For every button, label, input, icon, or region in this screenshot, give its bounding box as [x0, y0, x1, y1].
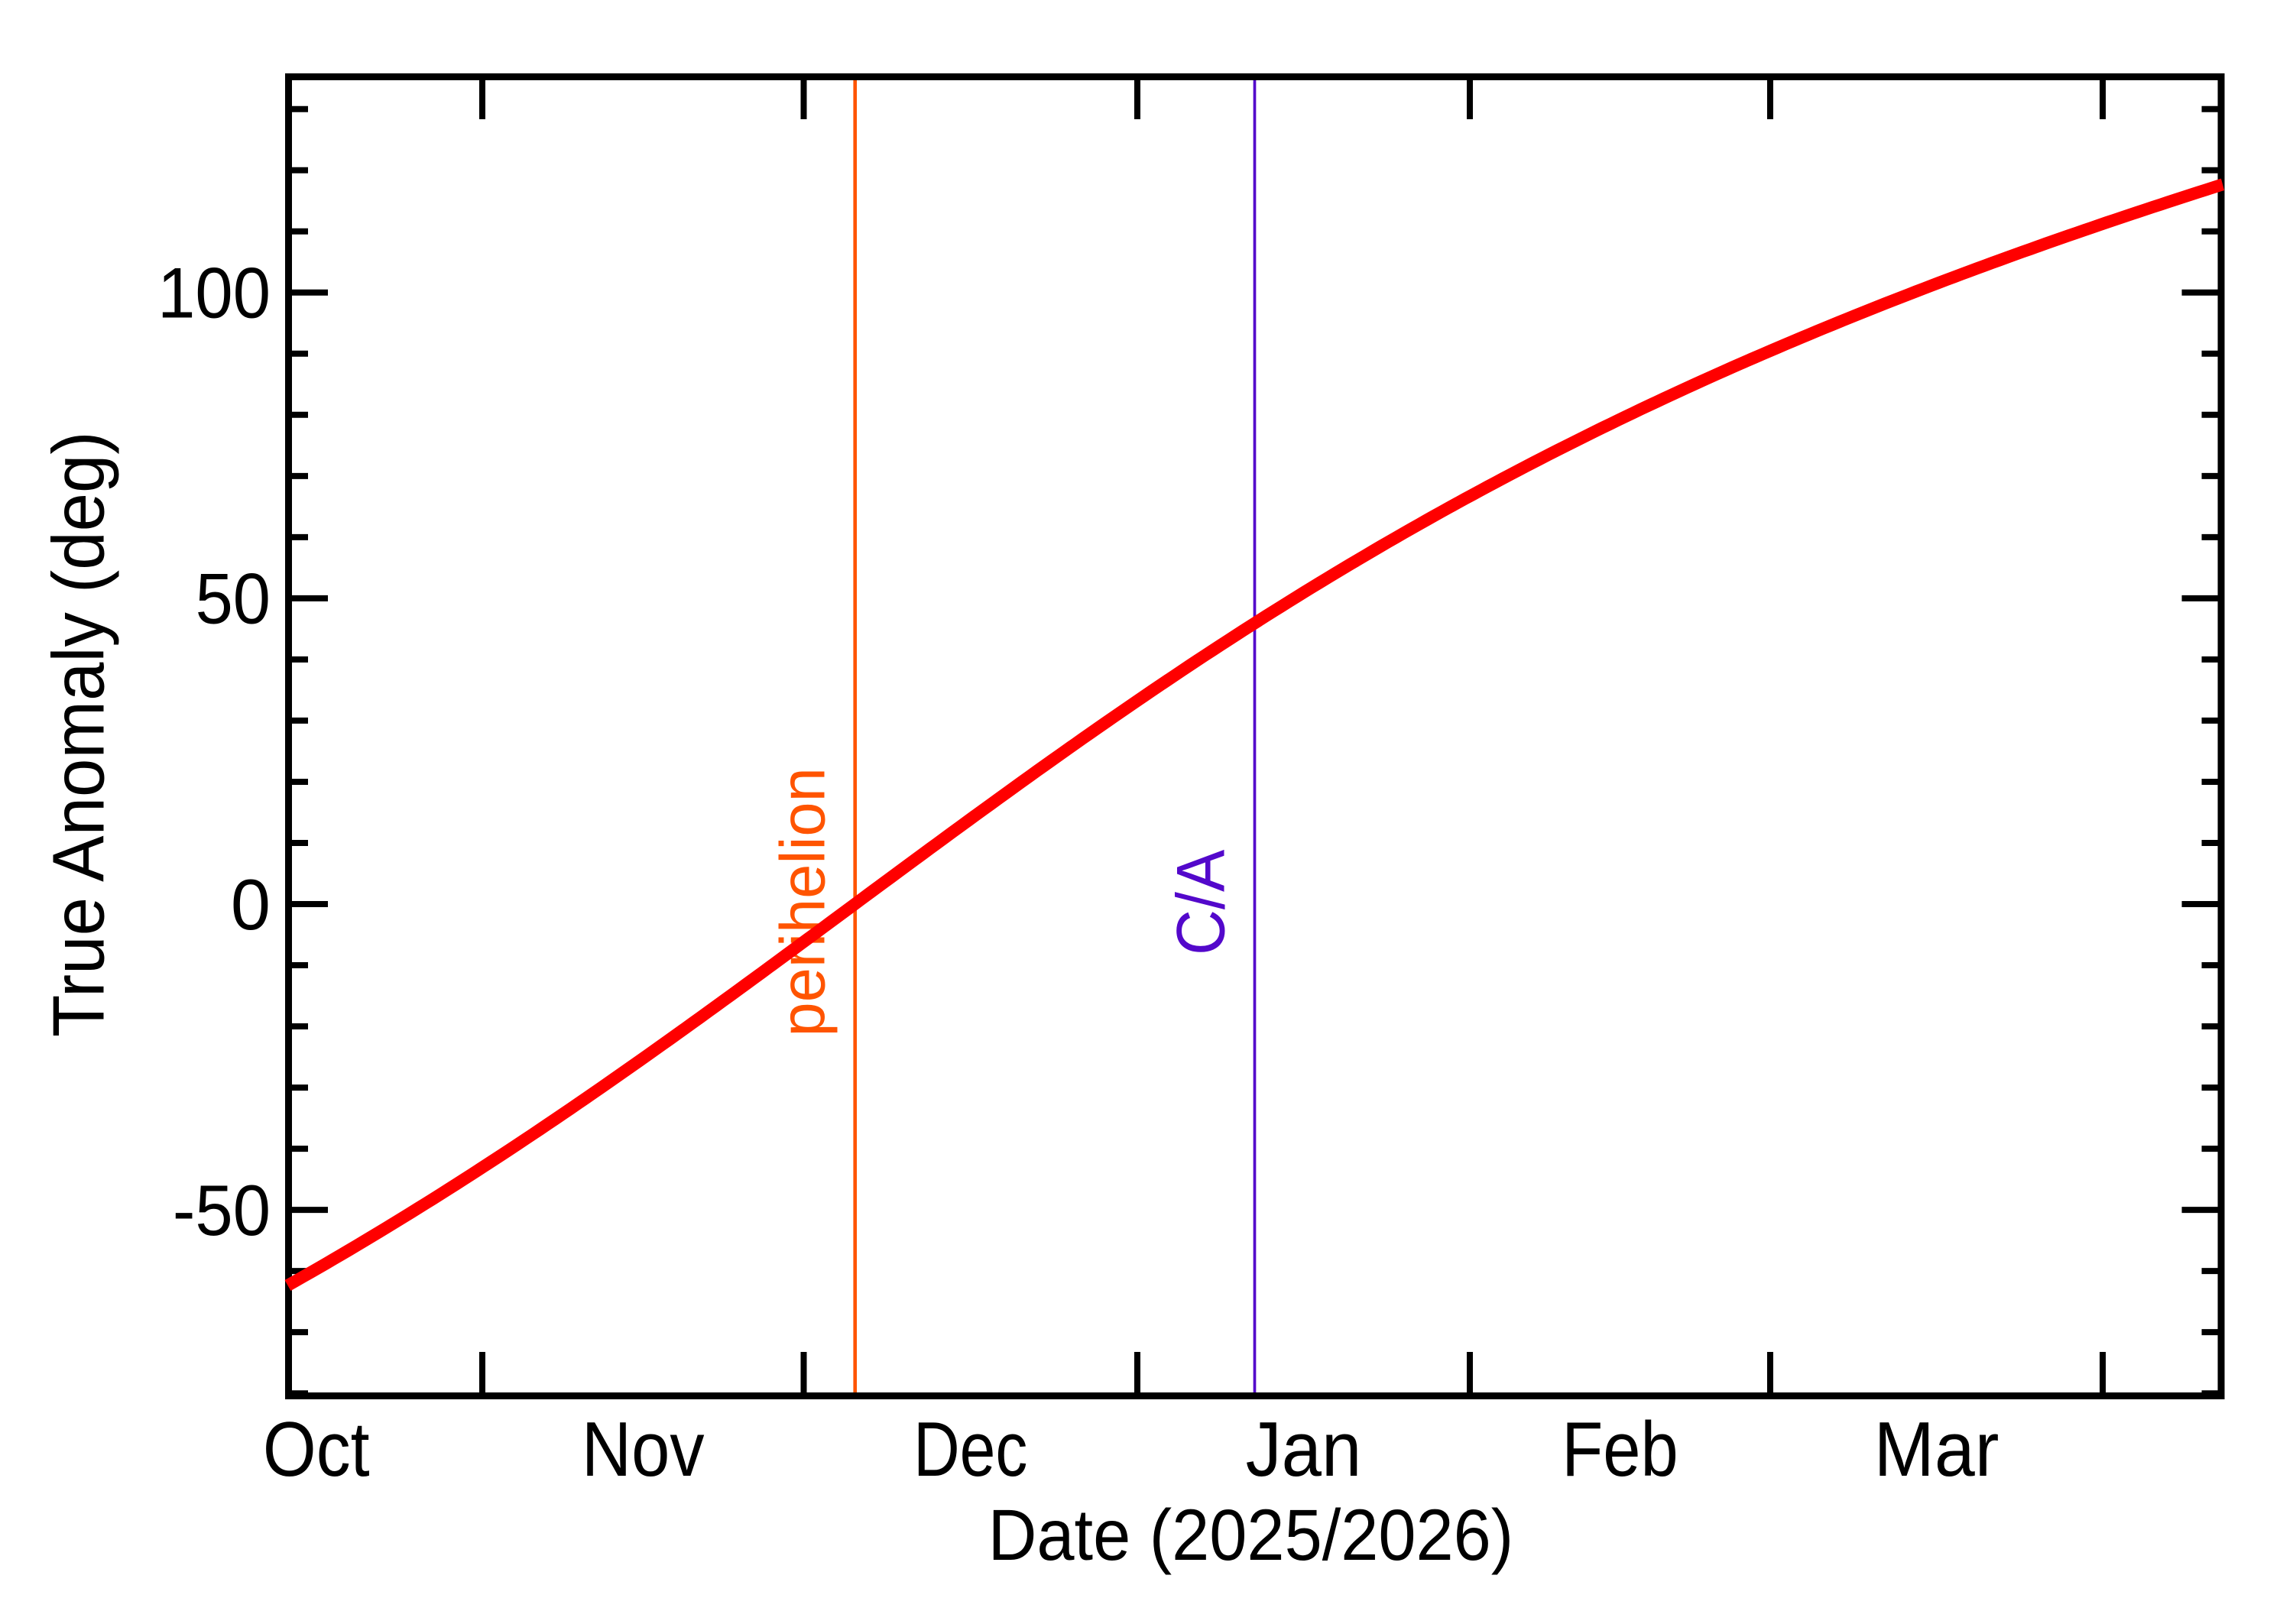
- svg-text:0: 0: [231, 864, 271, 945]
- svg-text:Mar: Mar: [1874, 1407, 1999, 1493]
- svg-text:Feb: Feb: [1562, 1407, 1678, 1493]
- svg-text:True Anomaly (deg): True Anomaly (deg): [38, 431, 120, 1037]
- svg-text:100: 100: [157, 253, 271, 333]
- svg-text:Date (2025/2026): Date (2025/2026): [988, 1495, 1514, 1576]
- svg-text:50: 50: [196, 559, 271, 639]
- svg-text:Jan: Jan: [1246, 1407, 1362, 1493]
- svg-text:perihelion: perihelion: [767, 767, 838, 1036]
- svg-text:Dec: Dec: [913, 1407, 1028, 1493]
- svg-text:-50: -50: [173, 1170, 271, 1250]
- svg-text:Nov: Nov: [582, 1407, 705, 1493]
- svg-text:C/A: C/A: [1163, 849, 1239, 955]
- svg-text:Oct: Oct: [263, 1407, 370, 1493]
